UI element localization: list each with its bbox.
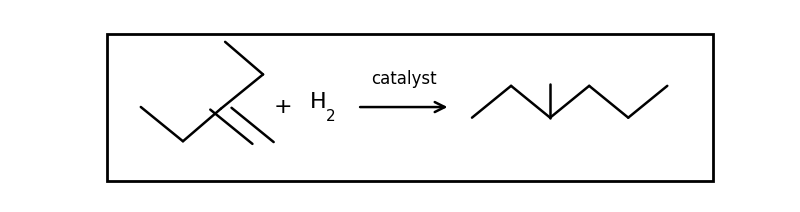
Text: +: +: [274, 97, 292, 117]
Text: catalyst: catalyst: [371, 70, 437, 88]
Text: 2: 2: [326, 109, 335, 124]
Text: H: H: [310, 92, 326, 112]
